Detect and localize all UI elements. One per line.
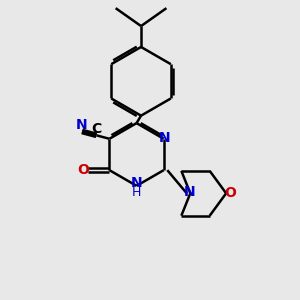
Text: N: N	[131, 176, 142, 190]
Text: C: C	[91, 122, 102, 136]
Text: O: O	[77, 163, 89, 177]
Text: N: N	[76, 118, 88, 132]
Text: H: H	[132, 186, 141, 199]
Text: O: O	[224, 186, 236, 200]
Text: N: N	[159, 130, 171, 145]
Text: N: N	[184, 185, 196, 199]
